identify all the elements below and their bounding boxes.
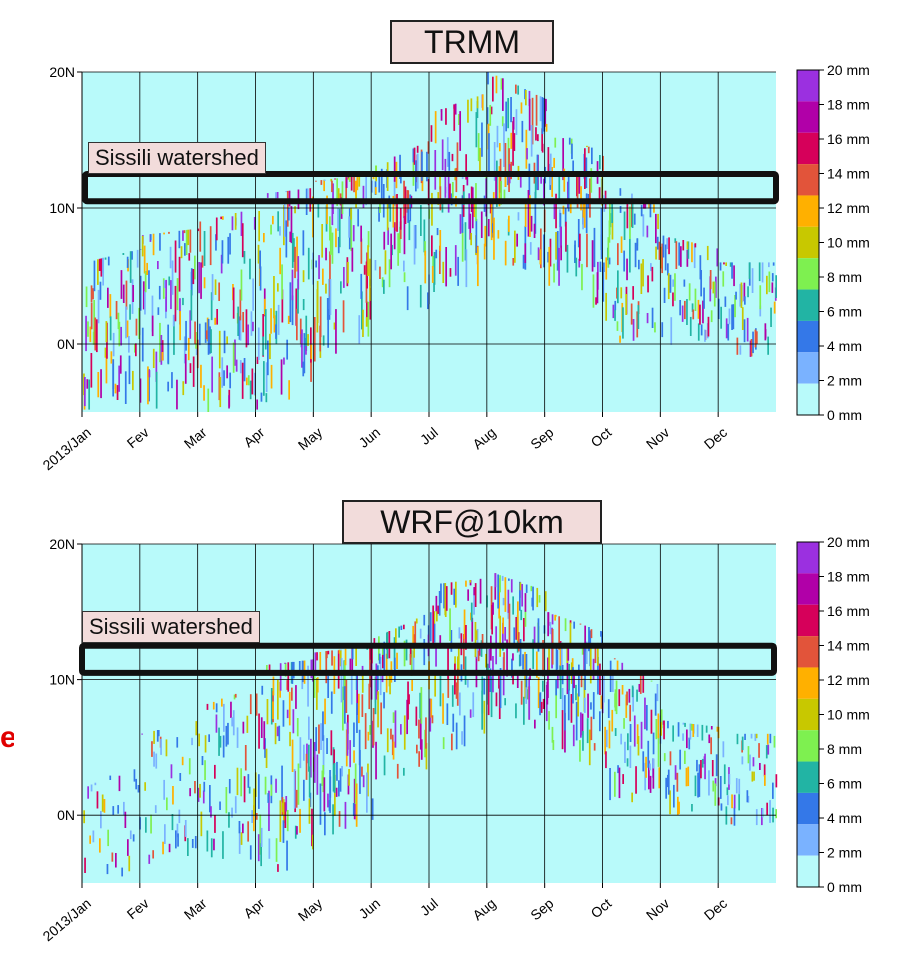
colorbar-swatch [797,792,819,825]
y-tick-label: 0N [57,807,75,823]
x-tick-label: Sep [527,895,557,923]
colorbar-swatch [797,164,819,196]
colorbar-swatch [797,352,819,384]
x-tick-label: Oct [587,895,614,921]
x-tick-label: Jul [417,895,441,919]
grid-lines [82,543,776,883]
colorbar-swatch [797,761,819,793]
y-tick-label: 10N [49,672,75,688]
colorbar-swatch [797,258,819,290]
y-tick-label: 20N [49,536,75,552]
colorbar-label: 14 mm [827,166,870,182]
x-tick-label: Sep [527,424,557,452]
watershed-label: Sissili watershed [82,611,260,643]
x-tick-label: Nov [643,895,672,923]
x-tick-label: Apr [240,424,267,450]
colorbar-label: 2 mm [827,845,862,861]
x-tick-label: Aug [469,895,498,923]
colorbar-label: 20 mm [827,534,870,550]
colorbar-label: 20 mm [827,62,870,78]
colorbar-label: 12 mm [827,200,870,216]
colorbar-swatch [797,101,819,133]
trmm-chart: 20N 10N 0N 2013/Jan Fev Mar Apr May Jun Jul Aug Sep… [40,62,870,473]
colorbar-label: 2 mm [827,373,862,389]
x-tick-label: May [295,895,326,924]
x-tick-label: 2013/Jan [40,895,94,944]
x-tick-label: May [295,424,326,453]
colorbar-swatch [797,226,819,259]
wrf-chart: 20N 10N 0N 2013/Jan Fev Mar Apr May Jun Jul Aug Sep… [40,534,870,944]
colorbar-label: 10 mm [827,707,870,723]
y-tick-label: 10N [49,200,75,216]
colorbar-label: 18 mm [827,569,870,585]
colorbar-label: 6 mm [827,776,862,792]
colorbar-swatch [797,542,819,574]
x-tick-label: Aug [469,424,498,452]
watershed-label: Sissili watershed [88,142,266,174]
x-tick-label: Jun [356,424,384,451]
colorbar-swatch [797,730,819,762]
colorbar-label: 8 mm [827,269,862,285]
colorbar-label: 6 mm [827,304,862,320]
x-tick-label: Fev [124,424,152,451]
colorbar-label: 18 mm [827,97,870,113]
colorbar-swatch [797,636,819,668]
watershed-box [82,171,779,205]
x-tick-label: 2013/Jan [40,424,94,473]
side-text: e [0,721,14,754]
x-tick-label: Mar [181,424,210,452]
colorbar-label: 14 mm [827,638,870,654]
colorbar-swatch [797,289,819,321]
colorbar-swatch [797,70,819,102]
colorbar-swatch [797,698,819,731]
rain-streaks [83,72,778,412]
x-tick-label: Mar [181,895,210,923]
x-tick-label: Fev [124,895,152,922]
colorbar-label: 4 mm [827,810,862,826]
colorbar-swatch [797,824,819,856]
colorbar-swatch [797,604,819,637]
colorbar-swatch [797,132,819,165]
rain-streaks [83,573,778,877]
colorbar-label: 8 mm [827,741,862,757]
x-tick-label: Oct [587,424,614,450]
grid-lines [82,71,776,412]
colorbar-label: 0 mm [827,879,862,895]
colorbar-label: 4 mm [827,338,862,354]
colorbar-swatch [797,667,819,699]
colorbar-swatch [797,195,819,227]
colorbar-swatch [797,383,819,415]
colorbar-label: 10 mm [827,235,870,251]
chart-title: TRMM [390,20,554,64]
wrf-panel: 20N 10N 0N 2013/Jan Fev Mar Apr May Jun Jul Aug Sep… [0,484,897,968]
chart-title: WRF@10km [342,500,602,544]
colorbar-label: 16 mm [827,603,870,619]
x-tick-label: Jul [417,424,441,448]
colorbar-swatch [797,573,819,605]
colorbar-label: 0 mm [827,407,862,423]
y-tick-label: 0N [57,336,75,352]
colorbar: 20 mm 18 mm 16 mm 14 mm 12 mm 10 mm 8 mm 6 mm 4 … [796,62,870,423]
y-tick-label: 20N [49,64,75,80]
trmm-panel: 20N 10N 0N 2013/Jan Fev Mar Apr May Jun Jul Aug Sep… [40,20,870,473]
x-tick-label: Nov [643,424,672,452]
colorbar-label: 12 mm [827,672,870,688]
colorbar-swatch [797,855,819,887]
x-tick-label: Apr [240,895,267,921]
x-tick-label: Dec [701,895,730,923]
colorbar-swatch [797,320,819,353]
colorbar: 20 mm 18 mm 16 mm 14 mm 12 mm 10 mm 8 mm 6 mm 4 … [796,534,870,895]
x-tick-label: Dec [701,424,730,452]
colorbar-label: 16 mm [827,131,870,147]
x-tick-label: Jun [356,895,384,922]
watershed-box [79,642,777,676]
